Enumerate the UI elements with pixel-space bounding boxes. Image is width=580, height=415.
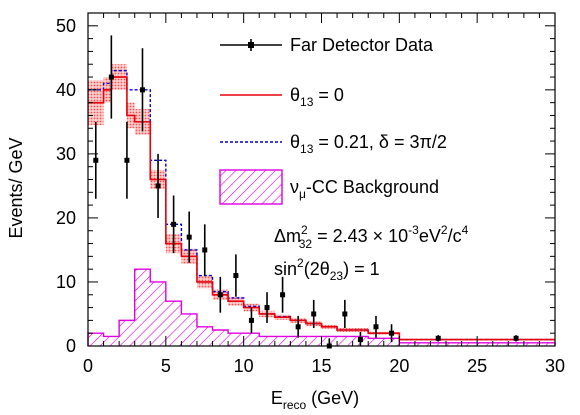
data-marker	[155, 183, 161, 189]
data-point	[93, 121, 99, 199]
data-point	[280, 276, 286, 313]
data-marker	[264, 305, 270, 311]
legend: Far Detector Data θ13 = 0 θ13 = 0.21, δ = …	[219, 35, 447, 205]
data-point	[202, 224, 208, 276]
data-marker	[280, 292, 286, 298]
y-tick-label: 50	[56, 16, 76, 36]
data-marker	[342, 311, 348, 317]
data-marker	[233, 273, 239, 279]
data-point	[217, 276, 223, 313]
legend-label-theta21: θ13 = 0.21, δ = 3π/2	[290, 132, 447, 156]
y-tick-label: 40	[56, 80, 76, 100]
data-point	[139, 48, 145, 132]
y-tick-label: 0	[66, 336, 76, 356]
x-tick-label: 20	[389, 356, 409, 376]
background-histogram	[87, 268, 556, 346]
x-axis-title: Ereco (GeV)	[271, 388, 359, 412]
x-tick-label: 30	[545, 356, 565, 376]
x-tick-label: 15	[311, 356, 331, 376]
data-marker	[108, 74, 114, 80]
data-marker	[202, 247, 208, 253]
data-point	[357, 331, 363, 346]
data-point	[233, 254, 239, 297]
data-point	[108, 35, 114, 119]
data-marker	[373, 324, 379, 330]
legend-label-data: Far Detector Data	[290, 35, 434, 55]
x-tick-label: 5	[161, 356, 171, 376]
data-marker	[139, 87, 145, 93]
y-tick-label: 30	[56, 144, 76, 164]
data-point	[155, 153, 161, 218]
data-marker	[248, 317, 254, 323]
annotation-sin2theta: sin2(2θ23) = 1	[274, 256, 380, 283]
legend-label-bkg: νμ-CC Background	[290, 177, 439, 201]
data-point	[389, 324, 395, 343]
legend-label-theta0: θ13 = 0	[290, 85, 344, 109]
data-marker	[186, 234, 192, 240]
x-tick-label: 10	[234, 356, 254, 376]
data-marker	[295, 324, 301, 330]
annotation-delta-m2: Δm2 32 = 2.43 × 10-3eV2/c4	[274, 223, 469, 251]
data-point	[171, 195, 177, 254]
y-axis-title: Events/ GeV	[6, 137, 26, 238]
data-marker	[311, 311, 317, 317]
data-marker	[124, 157, 130, 163]
data-point	[186, 211, 192, 263]
x-tick-label: 25	[467, 356, 487, 376]
data-point	[295, 315, 301, 338]
data-marker	[171, 221, 177, 227]
data-marker	[513, 335, 519, 341]
y-tick-label: 10	[56, 272, 76, 292]
data-point	[435, 335, 441, 342]
axes: 0 5 10 15 20 25 30 0 10 20 30 40 50	[56, 13, 565, 376]
legend-data-marker	[248, 42, 254, 48]
y-tick-label: 20	[56, 208, 76, 228]
theta13-zero-line	[88, 76, 555, 341]
x-tick-label: 0	[83, 356, 93, 376]
data-marker	[217, 292, 223, 298]
data-point	[373, 315, 379, 338]
data-point	[264, 292, 270, 323]
data-point	[513, 335, 519, 342]
data-point	[342, 299, 348, 329]
data-marker	[435, 335, 441, 341]
annotations: Δm2 32 = 2.43 × 10-3eV2/c4 sin2(2θ23) = 1	[274, 223, 469, 283]
data-point	[124, 121, 130, 199]
legend-bkg-box	[219, 169, 283, 205]
plot-area	[87, 35, 556, 349]
data-point	[248, 307, 254, 334]
data-marker	[389, 330, 395, 336]
data-point	[311, 299, 317, 329]
data-marker	[357, 337, 363, 343]
data-marker	[93, 157, 99, 163]
